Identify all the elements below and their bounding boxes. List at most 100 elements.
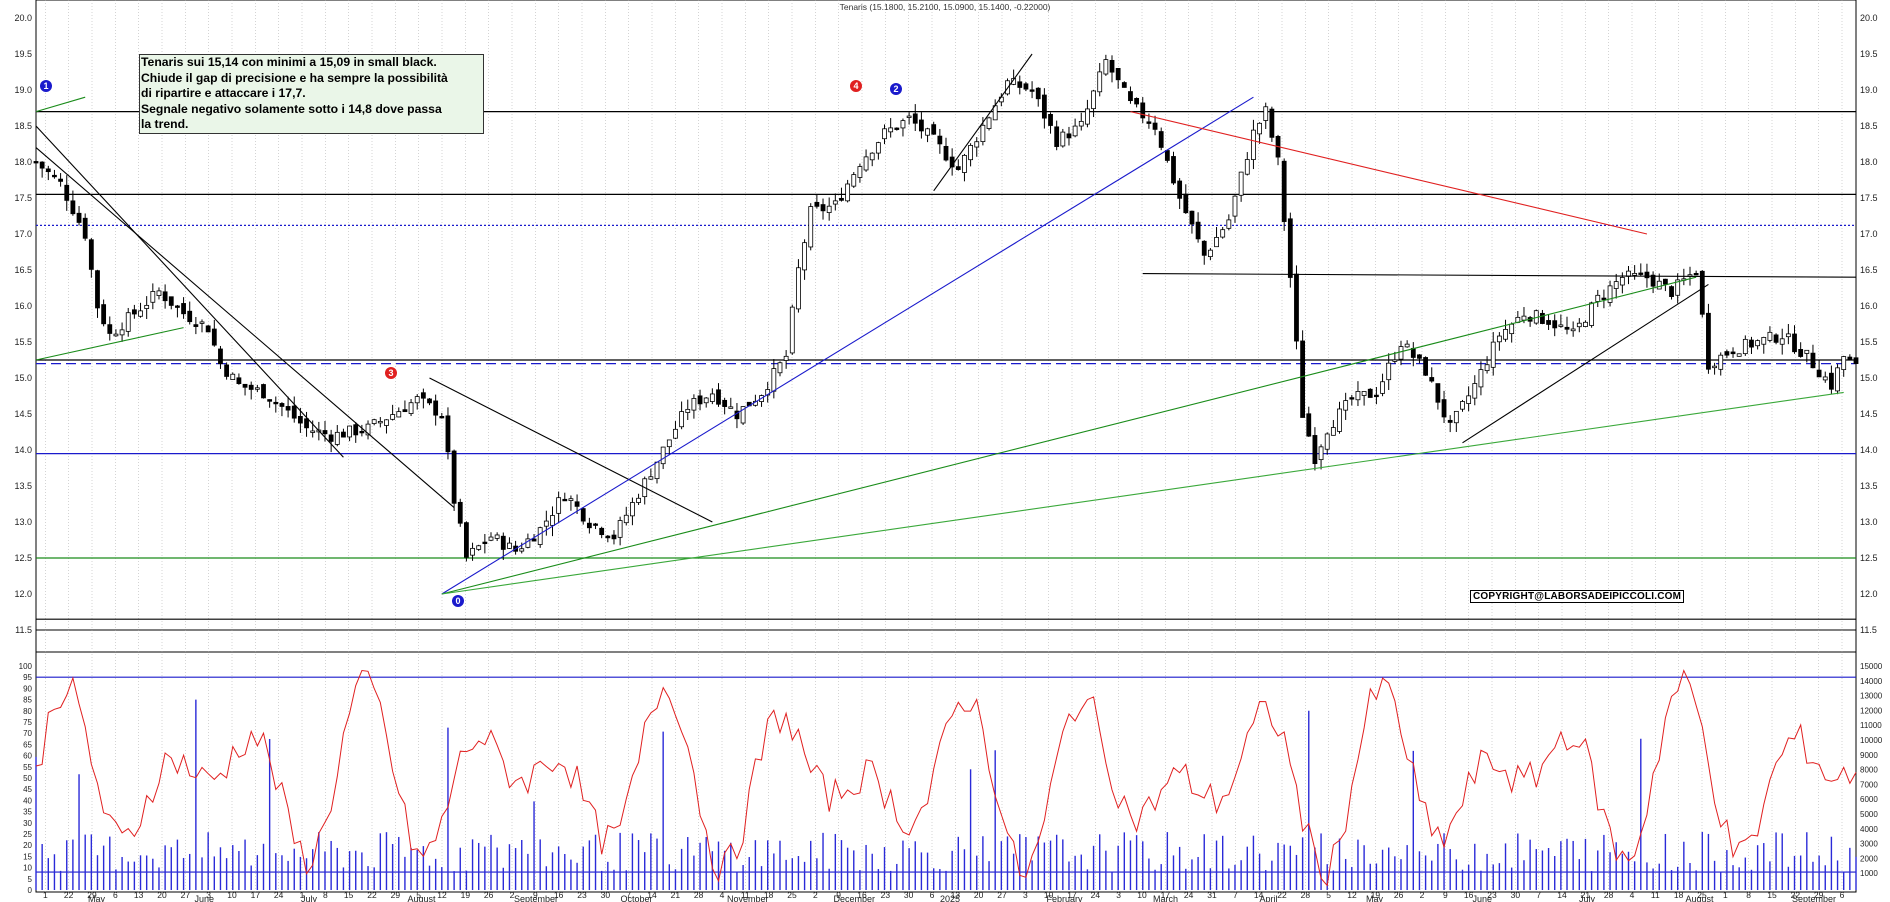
x-day-tick: 26 [1394, 890, 1404, 900]
candle-body [1097, 71, 1103, 93]
candle-body [820, 204, 826, 212]
oscillator-tick-label: 15 [23, 852, 32, 861]
x-day-tick: 30 [1511, 890, 1521, 900]
candle-body [488, 536, 494, 541]
candle-body [1767, 331, 1773, 341]
candle-body [341, 431, 346, 438]
candle-body [39, 161, 45, 169]
candle-body [433, 400, 439, 416]
oscillator-tick-label: 25 [23, 830, 32, 839]
x-day-tick: 31 [1207, 890, 1217, 900]
x-day-tick: 21 [1581, 890, 1591, 900]
volume-tick-label: 14000 [1860, 677, 1883, 686]
candle-body [211, 328, 217, 346]
price-tick-label: 16.5 [1860, 265, 1878, 275]
candle-body [1318, 446, 1324, 461]
price-tick-label: 17.0 [14, 229, 32, 239]
candle-body [328, 434, 334, 442]
oscillator-tick-label: 0 [28, 886, 33, 895]
x-day-tick: 22 [64, 890, 74, 900]
candle-body [224, 364, 230, 377]
candle-body [1484, 364, 1490, 372]
oscillator-tick-label: 40 [23, 796, 32, 805]
x-day-tick: 29 [391, 890, 401, 900]
candle-body [1386, 362, 1392, 381]
candle-body [334, 431, 340, 445]
candle-body [1595, 294, 1601, 302]
x-day-tick: 23 [577, 890, 587, 900]
candle-body [1540, 312, 1545, 324]
candle-body [1706, 312, 1711, 370]
candle-body [187, 310, 193, 323]
x-day-tick: 10 [1137, 890, 1147, 900]
oscillator-tick-label: 90 [23, 684, 32, 693]
x-day-tick: 16 [1464, 890, 1474, 900]
candle-body [1693, 273, 1699, 276]
candle-body [851, 174, 857, 187]
candle-body [261, 384, 266, 399]
price-tick-label: 13.0 [14, 517, 32, 527]
volume-tick-label: 13000 [1860, 692, 1883, 701]
candle-body [666, 439, 672, 448]
x-month-label: August [1686, 894, 1715, 902]
candle-body [218, 348, 223, 365]
candle-body [648, 476, 654, 480]
x-day-tick: 27 [997, 890, 1007, 900]
candle-body [716, 389, 721, 405]
candle-body [691, 398, 697, 411]
candle-body [371, 419, 377, 424]
x-month-label: February [1047, 894, 1084, 902]
candle-body [1337, 408, 1342, 432]
candle-body [33, 161, 39, 164]
oscillator-tick-label: 30 [23, 819, 32, 828]
candle-body [580, 508, 586, 522]
candle-body [175, 305, 180, 308]
candle-body [1552, 320, 1558, 329]
candle-body [1152, 122, 1158, 130]
price-tick-label: 17.5 [1860, 193, 1878, 203]
candle-body [1478, 369, 1484, 388]
x-month-label: September [514, 894, 558, 902]
candle-body [1509, 323, 1515, 335]
price-tick-label: 19.0 [1860, 85, 1878, 95]
candle-body [1490, 341, 1496, 368]
x-day-tick: 14 [647, 890, 657, 900]
oscillator-tick-label: 10 [23, 864, 32, 873]
price-tick-label: 11.5 [15, 625, 32, 635]
candle-body [894, 127, 900, 130]
candle-body [144, 304, 150, 309]
trend-line [933, 53, 1033, 192]
candle-body [1804, 349, 1810, 354]
candle-body [1601, 297, 1607, 300]
candle-body [556, 497, 562, 514]
candle-body [931, 124, 937, 135]
candle-body [802, 242, 807, 271]
x-day-tick: 30 [601, 890, 611, 900]
oscillator-tick-label: 20 [23, 841, 32, 850]
x-month-label: June [195, 894, 215, 902]
candle-body [1263, 106, 1269, 121]
candle-body [1749, 339, 1754, 348]
marker-2: 2 [890, 83, 902, 95]
candle-body [875, 142, 881, 154]
note-line-5: la trend. [141, 117, 189, 132]
volume-tick-label: 2000 [1860, 854, 1878, 863]
trend-line [429, 377, 713, 523]
x-day-tick: 25 [787, 890, 797, 900]
candle-body [1195, 221, 1201, 240]
candle-body [1675, 279, 1681, 296]
candle-body [1798, 349, 1804, 357]
candle-body [291, 405, 297, 419]
x-day-tick: 10 [227, 890, 237, 900]
candle-body [1158, 131, 1164, 148]
candle-body [52, 174, 57, 178]
x-day-tick: 5 [416, 890, 421, 900]
marker-0: 0 [452, 595, 464, 607]
x-month-label: September [1792, 894, 1836, 902]
candle-body [839, 197, 844, 201]
candle-body [322, 430, 328, 435]
candle-body [1724, 351, 1730, 356]
x-day-tick: 3 [1116, 890, 1121, 900]
price-tick-label: 15.5 [1860, 337, 1878, 347]
